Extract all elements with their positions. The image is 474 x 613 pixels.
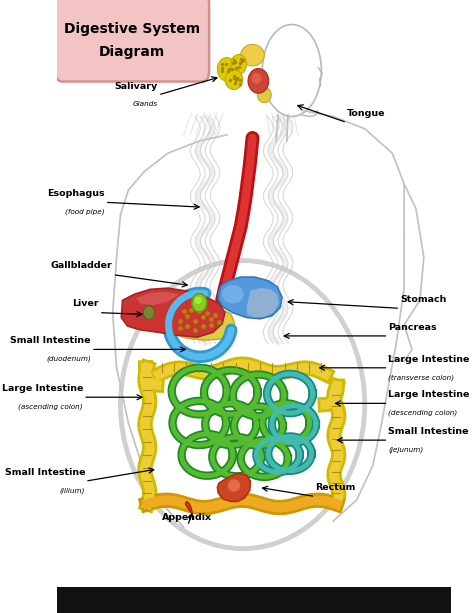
Polygon shape xyxy=(218,473,251,501)
Text: Salivary: Salivary xyxy=(115,82,158,91)
Text: Large Intestine: Large Intestine xyxy=(2,384,83,393)
Polygon shape xyxy=(121,288,225,337)
Ellipse shape xyxy=(252,73,261,84)
Text: Stomach: Stomach xyxy=(400,295,447,304)
Text: Esophagus: Esophagus xyxy=(47,189,105,198)
Text: (jejunum): (jejunum) xyxy=(388,446,424,453)
Text: (ascending colon): (ascending colon) xyxy=(18,403,83,410)
Text: Glands: Glands xyxy=(133,101,158,107)
Ellipse shape xyxy=(228,479,240,492)
Text: (descending colon): (descending colon) xyxy=(388,409,457,416)
Ellipse shape xyxy=(218,58,237,81)
Polygon shape xyxy=(137,292,180,305)
Text: Pancreas: Pancreas xyxy=(388,322,437,332)
Ellipse shape xyxy=(192,294,207,312)
Text: Liver: Liver xyxy=(72,299,99,308)
Polygon shape xyxy=(167,306,235,340)
Text: Appendix: Appendix xyxy=(163,512,212,522)
Text: (transverse colon): (transverse colon) xyxy=(388,374,455,381)
Text: Small Intestine: Small Intestine xyxy=(5,468,85,477)
Text: Diagram: Diagram xyxy=(99,45,165,59)
Text: Small Intestine: Small Intestine xyxy=(10,336,91,345)
Ellipse shape xyxy=(231,55,246,74)
Polygon shape xyxy=(185,501,192,514)
FancyBboxPatch shape xyxy=(55,0,209,82)
Ellipse shape xyxy=(225,70,243,89)
Text: Tongue: Tongue xyxy=(347,109,385,118)
Text: Small Intestine: Small Intestine xyxy=(388,427,469,436)
Text: Rectum: Rectum xyxy=(316,483,356,492)
Ellipse shape xyxy=(143,306,155,319)
Text: Large Intestine: Large Intestine xyxy=(388,390,470,399)
Polygon shape xyxy=(218,277,282,319)
Ellipse shape xyxy=(257,87,271,103)
Text: Large Intestine: Large Intestine xyxy=(388,354,470,364)
Ellipse shape xyxy=(222,285,244,303)
Ellipse shape xyxy=(241,45,264,66)
Text: (illium): (illium) xyxy=(60,487,85,494)
Text: (duodenum): (duodenum) xyxy=(46,356,91,362)
Polygon shape xyxy=(246,288,279,318)
Ellipse shape xyxy=(248,69,269,93)
Bar xyxy=(57,587,451,613)
Text: Digestive System: Digestive System xyxy=(64,23,201,36)
Ellipse shape xyxy=(194,297,201,304)
Text: Gallbladder: Gallbladder xyxy=(51,261,113,270)
Text: (food pipe): (food pipe) xyxy=(65,208,105,215)
